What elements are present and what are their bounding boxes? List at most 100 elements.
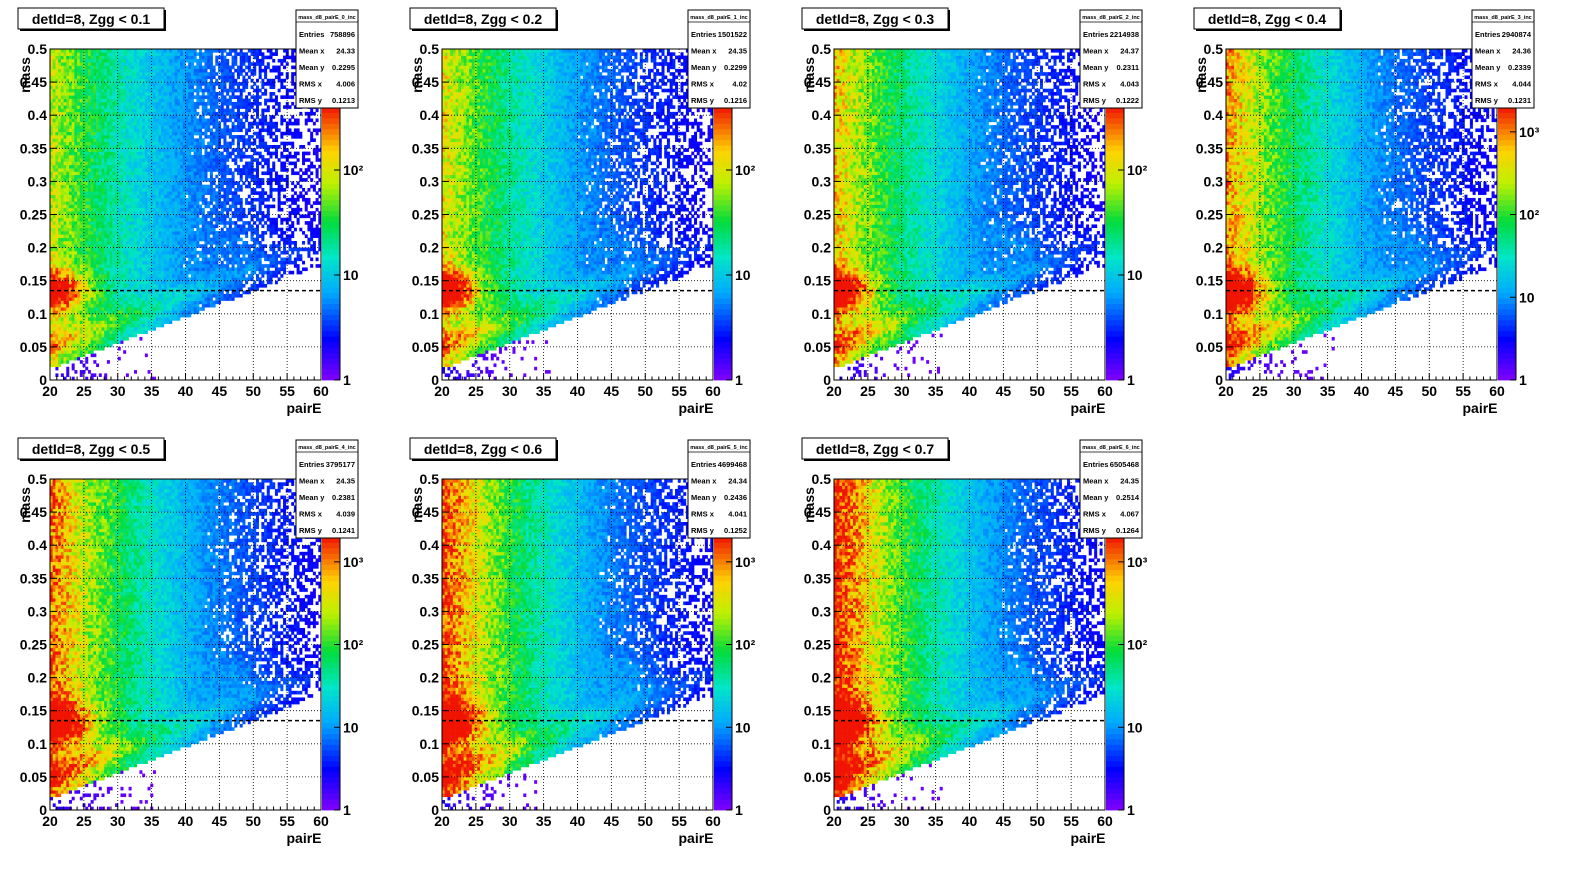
heatmap-cell [55,138,59,142]
heatmap-cell [96,52,100,56]
heatmap-cell [188,108,192,113]
heatmap-cell [147,49,151,53]
heatmap-cell [104,257,108,262]
heatmap-cell [120,330,124,334]
heatmap-cell [68,307,72,311]
heatmap-cell [125,240,129,245]
heatmap-cell [112,65,116,70]
heatmap-cell [55,188,59,192]
heatmap-cell [117,88,121,93]
heatmap-cell [171,313,175,318]
heatmap-cell [50,151,54,156]
heatmap-cell [90,197,94,202]
heatmap-cell [63,307,67,311]
heatmap-cell [147,98,151,103]
heatmap-cell [85,95,89,99]
heatmap-cell [139,85,143,90]
heatmap-cell [125,254,129,258]
heatmap-cell [201,290,205,295]
heatmap-cell [150,284,154,288]
heatmap-cell [52,49,56,53]
heatmap-cell [68,148,72,152]
heatmap-cell [196,270,200,275]
heatmap-cell [120,154,124,159]
heatmap-cell [101,323,105,328]
heatmap-cell [74,158,78,162]
heatmap-cell [96,207,100,212]
heatmap-cell [90,231,94,235]
heatmap-cell [131,65,135,70]
heatmap-cell [182,244,186,248]
heatmap-cell [131,274,135,278]
heatmap-cell [190,88,194,93]
heatmap-cell [101,260,105,265]
heatmap-cell [174,310,178,315]
heatmap-cell [139,78,143,83]
heatmap-cell [60,105,64,109]
heatmap-cell [193,234,197,238]
heatmap-cell [101,75,105,80]
heatmap-cell [101,336,105,341]
heatmap-cell [180,78,184,83]
heatmap-cell [63,254,67,258]
heatmap-cell [106,85,110,90]
heatmap-cell [96,151,100,156]
heatmap-cell [144,181,148,186]
heatmap-cell [199,194,203,199]
heatmap-cell [63,267,67,272]
heatmap-cell [131,211,135,215]
heatmap-cell [174,277,178,281]
heatmap-cell [66,211,70,215]
heatmap-cell [155,171,159,176]
heatmap-cell [55,254,59,258]
heatmap-cell [185,138,189,142]
heatmap-cell [120,211,124,215]
heatmap-cell [174,287,178,291]
heatmap-cell [136,234,140,238]
heatmap-cell [188,62,192,66]
heatmap-cell [93,144,97,149]
heatmap-cell [120,55,124,60]
heatmap-cell [87,148,91,152]
heatmap-cell [90,95,94,99]
heatmap-cell [85,164,89,169]
heatmap-cell [90,254,94,258]
heatmap-cell [144,164,148,169]
heatmap-cell [158,317,162,321]
heatmap-cell [199,280,203,285]
heatmap-cell [155,224,159,229]
heatmap-cell [123,290,127,295]
heatmap-cell [58,78,62,83]
heatmap-cell [106,168,110,172]
heatmap-cell [104,240,108,245]
heatmap-cell [174,217,178,222]
heatmap-cell [188,144,192,149]
heatmap-cell [147,194,151,199]
heatmap-cell [60,373,64,377]
heatmap-cell [74,194,78,199]
heatmap-cell [158,115,162,119]
heatmap-cell [171,55,175,60]
heatmap-cell [142,274,146,278]
heatmap-cell [147,82,151,86]
heatmap-cell [68,204,72,209]
heatmap-cell [96,135,100,139]
heatmap-cell [196,178,200,182]
heatmap-cell [158,237,162,242]
heatmap-cell [109,214,113,219]
heatmap-cell [52,214,56,219]
heatmap-cell [109,171,113,176]
heatmap-cell [131,101,135,106]
heatmap-cell [96,128,100,133]
heatmap-cell [188,240,192,245]
heatmap-cell [196,293,200,298]
heatmap-cell [128,234,132,238]
heatmap-cell [158,121,162,126]
heatmap-cell [123,211,127,215]
heatmap-cell [166,290,170,295]
heatmap-cell [68,161,72,166]
heatmap-cell [152,376,156,381]
heatmap-cell [169,303,173,308]
heatmap-cell [109,105,113,109]
heatmap-cell [93,98,97,103]
